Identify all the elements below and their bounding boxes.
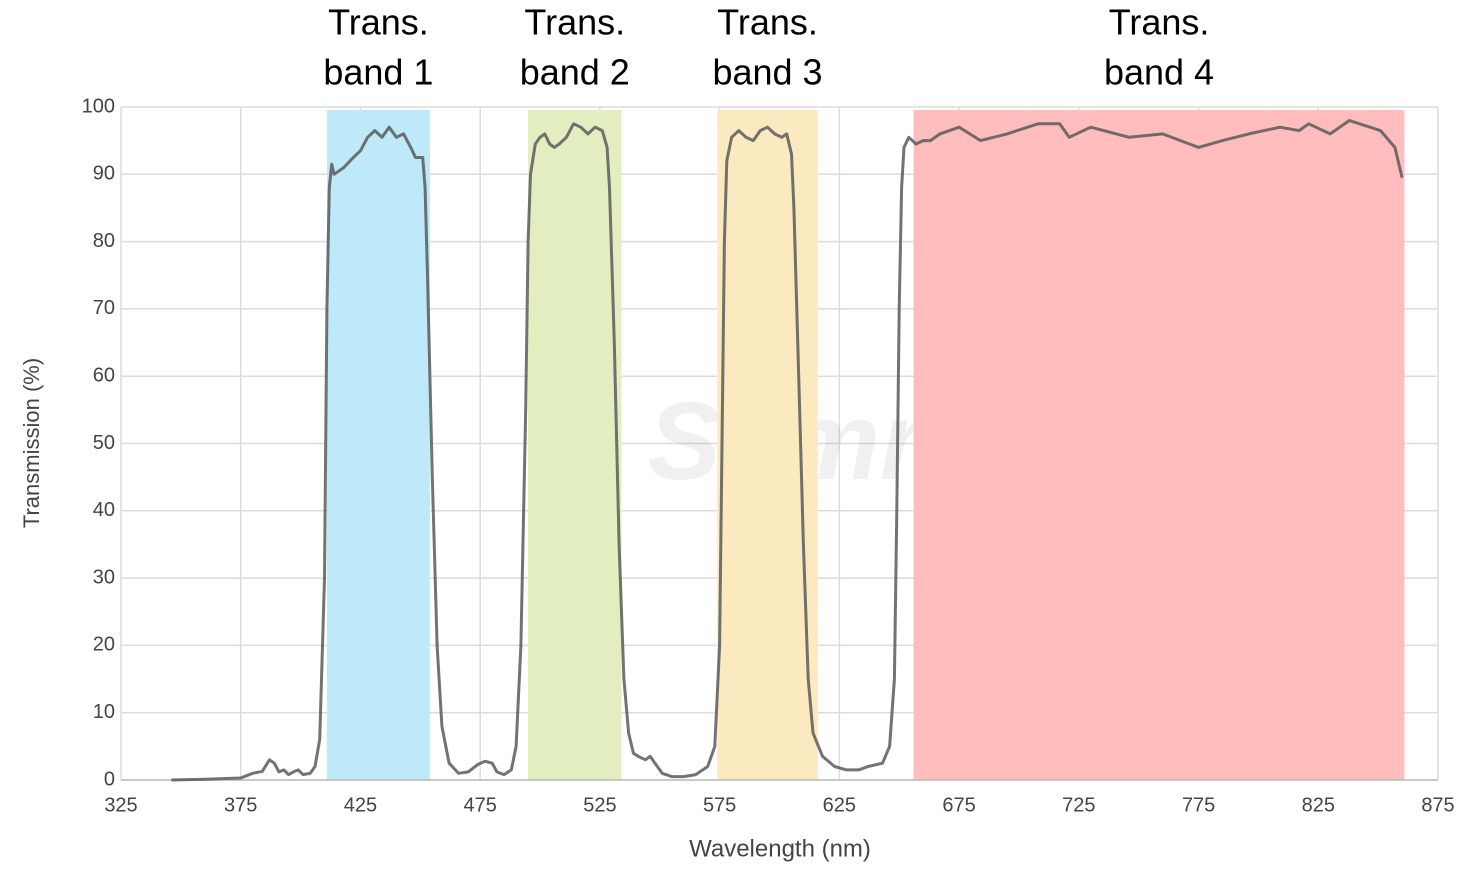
- y-tick-label: 90: [93, 163, 115, 185]
- series-line: [171, 119, 1404, 782]
- x-tick-label: 775: [1182, 794, 1215, 816]
- x-tick-label: 325: [104, 794, 137, 816]
- y-tick-label: 70: [93, 297, 115, 319]
- x-tick-label: 875: [1421, 794, 1454, 816]
- x-tick-label: 675: [942, 794, 975, 816]
- x-tick-label: 425: [344, 794, 377, 816]
- y-axis-label: Transmission (%): [19, 358, 44, 528]
- band-label: band 1: [323, 52, 433, 93]
- x-axis-label: Wavelength (nm): [689, 835, 871, 862]
- band-label: band 3: [712, 52, 822, 93]
- y-tick-label: 20: [93, 634, 115, 656]
- x-tick-label: 825: [1302, 794, 1335, 816]
- y-tick-label: 10: [93, 701, 115, 723]
- band: [528, 110, 622, 780]
- band-label: Trans.: [328, 2, 429, 43]
- x-tick-label: 375: [224, 794, 257, 816]
- x-tick-label: 575: [703, 794, 736, 816]
- y-tick-label: 0: [104, 768, 115, 790]
- y-tick-label: 100: [82, 95, 115, 117]
- x-tick-label: 725: [1062, 794, 1095, 816]
- y-tick-label: 50: [93, 432, 115, 454]
- band-label: band 4: [1104, 52, 1214, 93]
- band-label: Trans.: [524, 2, 625, 43]
- band: [717, 110, 818, 780]
- y-tick-label: 60: [93, 364, 115, 386]
- band-label: band 2: [520, 52, 630, 93]
- band-label: Trans.: [717, 2, 818, 43]
- y-tick-label: 80: [93, 230, 115, 252]
- band: [326, 110, 430, 780]
- y-tick-label: 30: [93, 566, 115, 588]
- band: [913, 110, 1405, 780]
- x-tick-label: 625: [823, 794, 856, 816]
- band-label: Trans.: [1109, 2, 1210, 43]
- x-tick-label: 525: [583, 794, 616, 816]
- x-tick-label: 475: [463, 794, 496, 816]
- y-tick-label: 40: [93, 499, 115, 521]
